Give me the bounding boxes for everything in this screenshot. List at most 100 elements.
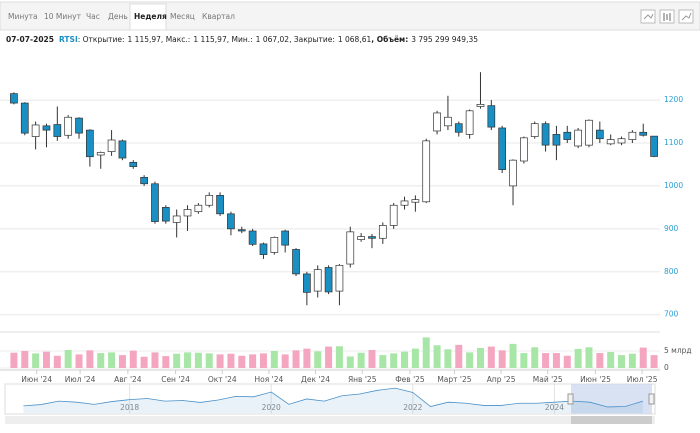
x-tick-label: Фев '25 — [395, 375, 425, 384]
volume-bar — [259, 353, 267, 368]
tab[interactable]: Квартал — [202, 12, 235, 21]
volume-bar — [444, 349, 452, 368]
candle-body — [270, 237, 279, 253]
candle-body — [530, 123, 539, 137]
info-value: 1 067,02 — [256, 35, 290, 44]
x-tick-label: Март '25 — [437, 375, 471, 384]
volume-tick-label: 0 — [664, 363, 669, 372]
tab[interactable]: Час — [86, 12, 100, 21]
volume-bar — [433, 345, 441, 368]
volume-bar — [194, 352, 202, 368]
candle-body — [86, 129, 94, 158]
candle-body — [465, 110, 474, 135]
x-tick-label: Авг '24 — [114, 375, 142, 384]
y-tick-label: 700 — [664, 310, 679, 319]
candle-body — [31, 124, 40, 137]
candle-body — [140, 176, 148, 185]
volume-bar — [227, 353, 235, 368]
tab-active-bg — [129, 3, 167, 31]
info-value: 3 795 299 949,35 — [411, 35, 478, 44]
volume-bar — [151, 352, 159, 368]
x-tick-label: Апр '25 — [487, 375, 516, 384]
x-tick-label: Сен '24 — [161, 375, 190, 384]
chart-tools[interactable] — [640, 9, 694, 24]
volume-bar — [173, 353, 181, 368]
info-label: , Объём: — [371, 35, 408, 44]
candle-body — [411, 199, 420, 203]
tab[interactable]: Неделя — [134, 12, 167, 21]
volume-bar — [205, 353, 213, 368]
tab[interactable]: Минута — [8, 12, 38, 21]
candle-body — [476, 104, 485, 107]
candle-body — [378, 225, 387, 239]
candle-body — [541, 123, 550, 146]
candle-body — [574, 129, 582, 147]
candle-body — [595, 129, 604, 140]
candle-body — [248, 230, 257, 245]
candle-body — [20, 102, 29, 134]
volume-bar — [97, 353, 105, 368]
volume-bar — [42, 351, 50, 368]
navigator-handle[interactable] — [567, 393, 574, 405]
volume-bar — [368, 349, 376, 368]
tab[interactable]: Месяц — [170, 12, 195, 21]
candle-body — [118, 140, 127, 159]
navigator-tick-label: 2024 — [545, 403, 564, 412]
volume-bar — [379, 355, 387, 368]
candle-body — [335, 264, 344, 292]
candle-body — [585, 119, 593, 146]
y-tick-label: 1000 — [664, 181, 683, 190]
volume-bar — [650, 355, 658, 368]
candle-body — [509, 159, 517, 187]
volume-bar — [596, 353, 604, 368]
volume-bar — [53, 355, 61, 368]
tab[interactable]: 10 Минут — [44, 12, 82, 21]
scrollbar[interactable] — [5, 416, 655, 424]
info-label: , Мин.: — [227, 35, 253, 44]
candle-body — [53, 124, 62, 137]
navigator-window[interactable] — [571, 384, 652, 414]
volume-tick-label: 5 млрд — [664, 346, 692, 355]
volume-bar — [281, 354, 289, 368]
volume-bar — [466, 352, 474, 368]
info-value: 1 115,97 — [193, 35, 227, 44]
volume-bar — [455, 344, 463, 368]
volume-bar — [531, 347, 539, 368]
volume-bar — [32, 353, 40, 368]
info-line: 07-07-2025 RTSI: Открытие: 1 115,97, Макс.… — [6, 35, 478, 44]
candle-body — [216, 195, 224, 215]
volume-bar — [542, 353, 550, 368]
volume-bar — [357, 352, 365, 368]
volume-bar — [292, 350, 300, 368]
candle-body — [454, 123, 463, 133]
candle-body — [357, 236, 365, 240]
navigator-tick-label: 2020 — [262, 403, 281, 412]
info-label: , Закрытие: — [289, 35, 335, 44]
volume-bar — [216, 354, 224, 368]
volume-bar — [607, 352, 615, 368]
candle-body — [422, 140, 431, 203]
candle-body — [389, 204, 398, 226]
scrollbar-thumb[interactable] — [571, 416, 652, 424]
volume-bar — [10, 352, 18, 368]
candle-body — [628, 131, 637, 140]
info-date: 07-07-2025 — [6, 35, 54, 44]
volume-bar — [574, 348, 582, 368]
volume-bar — [140, 356, 148, 368]
candle-body — [368, 236, 376, 239]
candle-body — [183, 209, 192, 217]
candle-body — [346, 231, 355, 265]
candle-body — [552, 134, 561, 146]
navigator-handle[interactable] — [648, 393, 655, 405]
tab[interactable]: День — [108, 12, 128, 21]
candle-body — [205, 195, 214, 206]
volume-bar — [411, 348, 419, 368]
x-tick-label: Окт '24 — [208, 375, 237, 384]
y-tick-label: 1200 — [664, 95, 683, 104]
info-label: , Макс.: — [161, 35, 190, 44]
navigator-frame — [4, 383, 656, 415]
volume-bar — [129, 350, 137, 368]
candle-body — [487, 105, 496, 128]
volume-bar — [346, 356, 354, 368]
candle-body — [292, 249, 300, 275]
